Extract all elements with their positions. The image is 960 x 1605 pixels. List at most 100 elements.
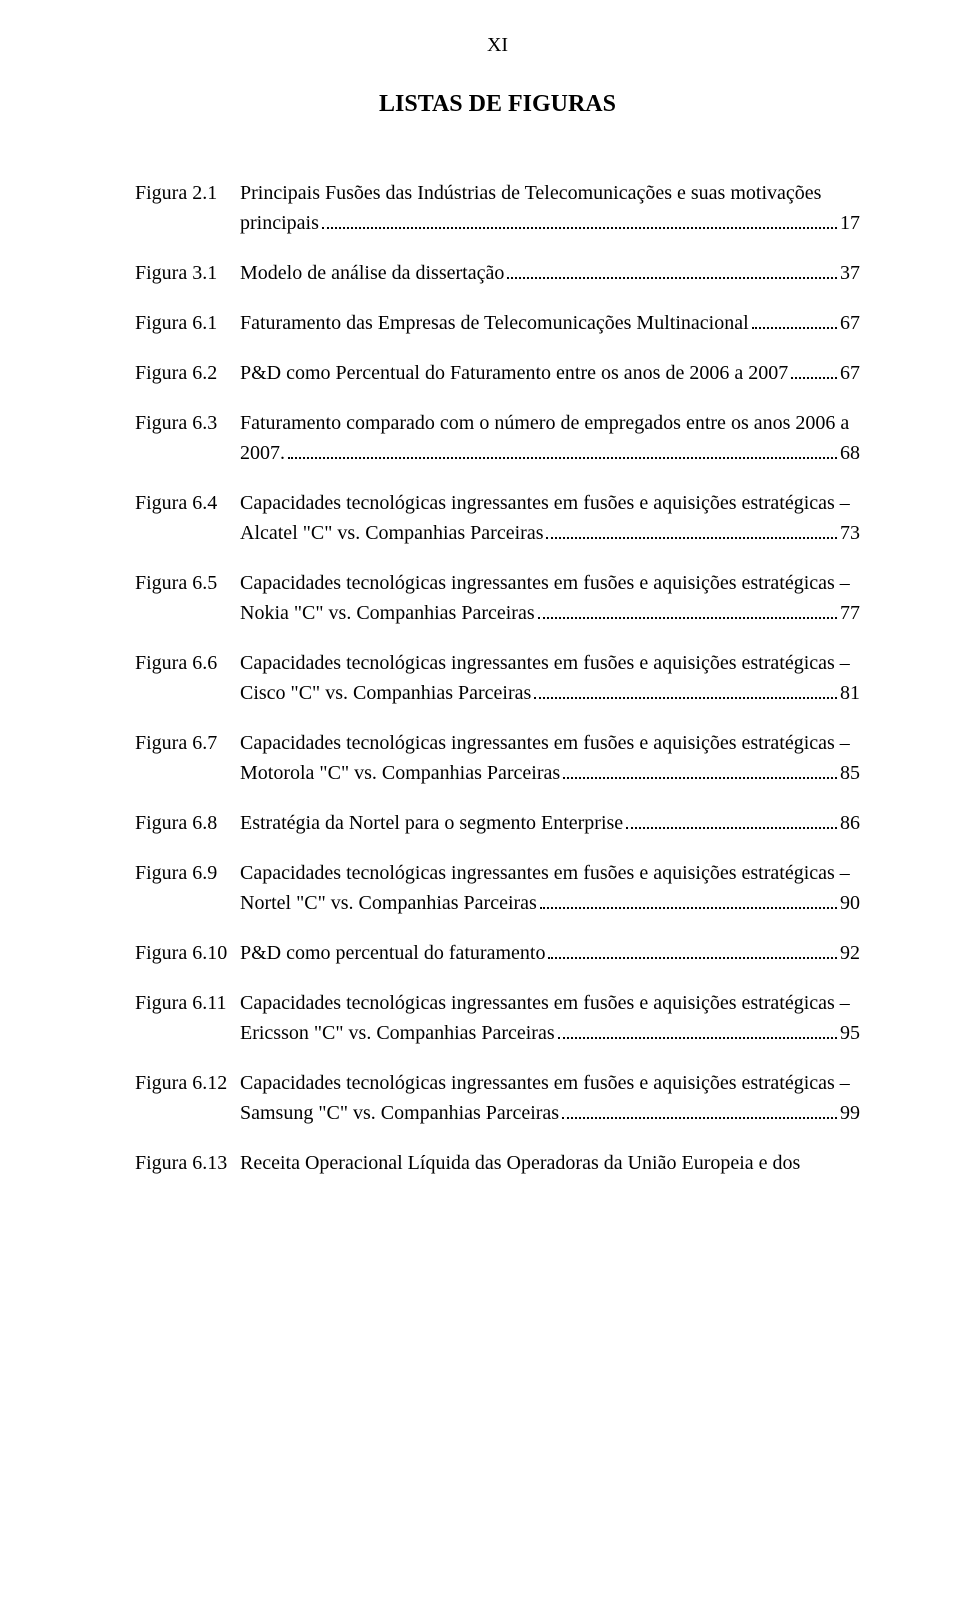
- figure-label: Figura 6.7: [135, 728, 240, 758]
- figure-title-first-line: Capacidades tecnológicas ingressantes em…: [240, 728, 860, 758]
- figure-text: Capacidades tecnológicas ingressantes em…: [240, 728, 860, 788]
- figure-entry: Figura 6.10P&D como percentual do fatura…: [135, 938, 860, 968]
- figure-title-last-line: Ericsson "C" vs. Companhias Parceiras: [240, 1018, 555, 1048]
- dot-leader-line: Nokia "C" vs. Companhias Parceiras77: [240, 598, 860, 628]
- figure-label: Figura 6.3: [135, 408, 240, 438]
- dot-leader: [563, 761, 837, 779]
- figure-title-first-line: Receita Operacional Líquida das Operador…: [240, 1148, 860, 1178]
- figure-entry: Figura 6.2P&D como Percentual do Faturam…: [135, 358, 860, 388]
- figure-text: Principais Fusões das Indústrias de Tele…: [240, 178, 860, 238]
- dot-leader-line: Cisco "C" vs. Companhias Parceiras 81: [240, 678, 860, 708]
- figure-title-first-line: Capacidades tecnológicas ingressantes em…: [240, 1068, 860, 1098]
- dot-leader-line: P&D como Percentual do Faturamento entre…: [240, 358, 860, 388]
- dot-leader-line: principais 17: [240, 208, 860, 238]
- figure-text: Capacidades tecnológicas ingressantes em…: [240, 988, 860, 1048]
- figure-label: Figura 6.4: [135, 488, 240, 518]
- dot-leader-line: 2007. 68: [240, 438, 860, 468]
- figure-text: Faturamento das Empresas de Telecomunica…: [240, 308, 860, 338]
- figure-entry: Figura 6.4Capacidades tecnológicas ingre…: [135, 488, 860, 548]
- figure-title-last-line: 2007.: [240, 438, 285, 468]
- dot-leader: [562, 1101, 837, 1119]
- figure-text: Receita Operacional Líquida das Operador…: [240, 1148, 860, 1178]
- dot-leader: [322, 211, 837, 229]
- dot-leader-line: Nortel "C" vs. Companhias Parceiras 90: [240, 888, 860, 918]
- page-number: XI: [135, 30, 860, 60]
- figure-page-number: 92: [840, 938, 860, 968]
- figure-title-first-line: Principais Fusões das Indústrias de Tele…: [240, 178, 860, 208]
- figure-label: Figura 6.11: [135, 988, 240, 1018]
- dot-leader: [791, 361, 837, 379]
- section-title: LISTAS DE FIGURAS: [135, 86, 860, 122]
- figure-title-last-line: Modelo de análise da dissertação: [240, 258, 504, 288]
- figure-entry: Figura 6.7Capacidades tecnológicas ingre…: [135, 728, 860, 788]
- dot-leader-line: P&D como percentual do faturamento92: [240, 938, 860, 968]
- figure-text: P&D como percentual do faturamento92: [240, 938, 860, 968]
- dot-leader-line: Faturamento das Empresas de Telecomunica…: [240, 308, 860, 338]
- figure-text: Modelo de análise da dissertação 37: [240, 258, 860, 288]
- figure-page-number: 85: [840, 758, 860, 788]
- figure-title-first-line: Capacidades tecnológicas ingressantes em…: [240, 988, 860, 1018]
- figure-label: Figura 2.1: [135, 178, 240, 208]
- figure-page-number: 77: [840, 598, 860, 628]
- dot-leader: [548, 941, 837, 959]
- figure-title-last-line: Alcatel "C" vs. Companhias Parceiras: [240, 518, 543, 548]
- dot-leader-line: Alcatel "C" vs. Companhias Parceiras 73: [240, 518, 860, 548]
- figure-text: P&D como Percentual do Faturamento entre…: [240, 358, 860, 388]
- figure-page-number: 73: [840, 518, 860, 548]
- figure-page-number: 67: [840, 358, 860, 388]
- figure-entry: Figura 6.1Faturamento das Empresas de Te…: [135, 308, 860, 338]
- figure-page-number: 90: [840, 888, 860, 918]
- figure-title-last-line: Cisco "C" vs. Companhias Parceiras: [240, 678, 531, 708]
- page-container: XI LISTAS DE FIGURAS Figura 2.1Principai…: [0, 0, 960, 1238]
- figure-title-last-line: P&D como Percentual do Faturamento entre…: [240, 358, 788, 388]
- figure-page-number: 99: [840, 1098, 860, 1128]
- dot-leader: [752, 311, 837, 329]
- figure-entry: Figura 6.9Capacidades tecnológicas ingre…: [135, 858, 860, 918]
- figure-entry: Figura 2.1Principais Fusões das Indústri…: [135, 178, 860, 238]
- dot-leader-line: Modelo de análise da dissertação 37: [240, 258, 860, 288]
- figure-title-first-line: Capacidades tecnológicas ingressantes em…: [240, 648, 860, 678]
- figure-entry: Figura 3.1Modelo de análise da dissertaç…: [135, 258, 860, 288]
- figure-page-number: 81: [840, 678, 860, 708]
- figure-title-last-line: Motorola "C" vs. Companhias Parceiras: [240, 758, 560, 788]
- figure-entry: Figura 6.12Capacidades tecnológicas ingr…: [135, 1068, 860, 1128]
- figure-page-number: 86: [840, 808, 860, 838]
- figure-page-number: 95: [840, 1018, 860, 1048]
- dot-leader: [507, 261, 837, 279]
- figure-title-last-line: Samsung "C" vs. Companhias Parceiras: [240, 1098, 559, 1128]
- figure-title-last-line: Faturamento das Empresas de Telecomunica…: [240, 308, 749, 338]
- figure-title-first-line: Faturamento comparado com o número de em…: [240, 408, 860, 438]
- dot-leader-line: Samsung "C" vs. Companhias Parceiras 99: [240, 1098, 860, 1128]
- figure-page-number: 17: [840, 208, 860, 238]
- figure-text: Estratégia da Nortel para o segmento Ent…: [240, 808, 860, 838]
- figure-page-number: 68: [840, 438, 860, 468]
- figure-title-first-line: Capacidades tecnológicas ingressantes em…: [240, 858, 860, 888]
- figure-text: Capacidades tecnológicas ingressantes em…: [240, 858, 860, 918]
- figure-label: Figura 3.1: [135, 258, 240, 288]
- figure-label: Figura 6.5: [135, 568, 240, 598]
- figure-text: Faturamento comparado com o número de em…: [240, 408, 860, 468]
- dot-leader: [546, 521, 837, 539]
- figure-title-first-line: Capacidades tecnológicas ingressantes em…: [240, 568, 860, 598]
- dot-leader-line: Ericsson "C" vs. Companhias Parceiras 95: [240, 1018, 860, 1048]
- figure-entry: Figura 6.5Capacidades tecnológicas ingre…: [135, 568, 860, 628]
- figure-text: Capacidades tecnológicas ingressantes em…: [240, 648, 860, 708]
- figure-text: Capacidades tecnológicas ingressantes em…: [240, 1068, 860, 1128]
- figure-title-last-line: principais: [240, 208, 319, 238]
- figure-page-number: 67: [840, 308, 860, 338]
- figure-label: Figura 6.6: [135, 648, 240, 678]
- figure-title-last-line: Nortel "C" vs. Companhias Parceiras: [240, 888, 537, 918]
- dot-leader: [538, 601, 837, 619]
- figure-entry: Figura 6.13Receita Operacional Líquida d…: [135, 1148, 860, 1178]
- figure-label: Figura 6.13: [135, 1148, 240, 1178]
- figure-label: Figura 6.9: [135, 858, 240, 888]
- figure-title-last-line: Estratégia da Nortel para o segmento Ent…: [240, 808, 623, 838]
- figure-label: Figura 6.10: [135, 938, 240, 968]
- figure-text: Capacidades tecnológicas ingressantes em…: [240, 568, 860, 628]
- dot-leader-line: Estratégia da Nortel para o segmento Ent…: [240, 808, 860, 838]
- figure-text: Capacidades tecnológicas ingressantes em…: [240, 488, 860, 548]
- figure-entry: Figura 6.3Faturamento comparado com o nú…: [135, 408, 860, 468]
- figure-label: Figura 6.1: [135, 308, 240, 338]
- figure-label: Figura 6.8: [135, 808, 240, 838]
- figure-page-number: 37: [840, 258, 860, 288]
